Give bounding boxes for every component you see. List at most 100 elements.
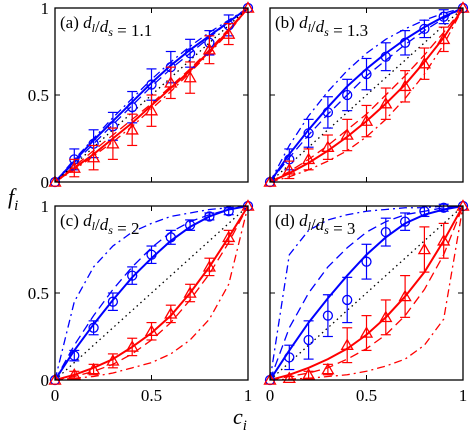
data-point-triangle bbox=[48, 175, 62, 187]
data-point-triangle bbox=[301, 152, 316, 165]
data-point-triangle bbox=[106, 136, 120, 149]
data-point-circle bbox=[165, 232, 176, 243]
panel-label: (c) dl/ds = 2 bbox=[60, 211, 139, 238]
data-point-triangle bbox=[437, 233, 451, 246]
data-point-circle bbox=[399, 37, 411, 48]
x-tick-label: 0 bbox=[266, 386, 275, 405]
data-point-triangle bbox=[417, 56, 432, 69]
panel-label: (a) dl/ds = 1.1 bbox=[60, 13, 152, 40]
series-line-blue-dashdot bbox=[55, 206, 248, 380]
data-point-triangle bbox=[437, 32, 451, 45]
data-point-circle bbox=[380, 226, 391, 238]
series-line-diagonal-dot bbox=[270, 206, 463, 380]
x-tick-label: 1 bbox=[459, 386, 468, 405]
data-point-triangle bbox=[222, 230, 236, 243]
y-tick-label: 0.5 bbox=[28, 284, 49, 303]
data-point-triangle bbox=[144, 103, 159, 116]
panel-b: (b) dl/ds = 1.3 bbox=[263, 1, 470, 188]
plot-area bbox=[270, 206, 463, 380]
x-tick-label: 0.5 bbox=[356, 386, 377, 405]
data-point-triangle bbox=[86, 362, 101, 375]
data-point-circle bbox=[380, 51, 391, 62]
series-line-blue-dashdot bbox=[270, 206, 463, 380]
data-point-triangle bbox=[164, 76, 178, 88]
data-point-circle bbox=[127, 270, 138, 281]
data-point-triangle bbox=[183, 286, 197, 298]
data-point-circle bbox=[88, 322, 99, 333]
panel-label: (d) dl/ds = 3 bbox=[275, 211, 355, 238]
data-point-triangle bbox=[48, 373, 62, 385]
plot-area bbox=[55, 206, 248, 380]
data-point-triangle bbox=[125, 122, 139, 135]
y-axis-label: fi bbox=[8, 184, 18, 214]
data-point-triangle bbox=[340, 128, 354, 140]
data-point-triangle bbox=[263, 373, 277, 385]
data-point-circle bbox=[419, 23, 430, 35]
data-point-circle bbox=[438, 11, 449, 22]
data-point-triangle bbox=[86, 150, 101, 163]
data-point-triangle bbox=[321, 362, 335, 375]
data-point-circle bbox=[303, 128, 314, 139]
data-point-circle bbox=[284, 352, 295, 363]
y-tick-label: 0 bbox=[41, 173, 50, 192]
data-point-circle bbox=[223, 206, 234, 217]
data-point-circle bbox=[146, 79, 157, 90]
data-point-triangle bbox=[67, 367, 81, 380]
data-point-triangle bbox=[282, 371, 296, 384]
data-point-triangle bbox=[321, 140, 335, 152]
data-point-circle bbox=[184, 48, 196, 59]
series-line-red-dash bbox=[55, 8, 248, 182]
series-line-blue-dash bbox=[55, 8, 248, 182]
series-line-diagonal-dot bbox=[55, 206, 248, 380]
data-point-triangle bbox=[379, 310, 393, 323]
data-point-triangle bbox=[164, 307, 178, 319]
y-tick-label: 0.5 bbox=[28, 86, 49, 105]
series-line-red-dashdot bbox=[270, 206, 463, 380]
y-tick-label: 1 bbox=[41, 0, 50, 18]
panel-d: 0 0.5 1 (d) dl/ds = 3 bbox=[263, 199, 470, 405]
data-point-circle bbox=[322, 310, 334, 321]
series-line-red-dashdot bbox=[270, 8, 463, 182]
data-point-triangle bbox=[379, 96, 393, 109]
data-point-triangle bbox=[359, 114, 374, 126]
data-point-circle bbox=[361, 256, 372, 267]
data-point-triangle bbox=[282, 163, 296, 175]
x-tick-label: 1 bbox=[244, 386, 253, 405]
data-point-triangle bbox=[202, 42, 217, 55]
data-point-circle bbox=[342, 89, 353, 101]
panel-a: 0 0.5 1 (a) dl/ds = 1.1 bbox=[28, 0, 255, 192]
data-point-triangle bbox=[398, 289, 412, 302]
data-point-circle bbox=[438, 202, 449, 213]
data-point-circle bbox=[342, 294, 353, 306]
panel-c: 0 0.5 1 0 0.5 1 (c) dl/ds = 2 bbox=[28, 197, 255, 405]
series-line-blue-dash bbox=[55, 206, 248, 380]
data-point-circle bbox=[204, 211, 215, 222]
x-tick-label: 0 bbox=[51, 386, 60, 405]
data-point-triangle bbox=[222, 27, 236, 39]
data-point-circle bbox=[69, 350, 80, 361]
panel-label: (b) dl/ds = 1.3 bbox=[275, 13, 368, 40]
data-point-triangle bbox=[106, 354, 120, 366]
data-point-circle bbox=[127, 102, 138, 113]
y-tick-label: 1 bbox=[41, 197, 50, 216]
data-point-circle bbox=[322, 107, 334, 118]
data-point-triangle bbox=[263, 175, 277, 187]
panels-group: 0 0.5 1 (a) dl/ds = 1.1 (b) dl/ds = 1.3 0 0.5 1… bbox=[28, 0, 470, 405]
data-point-triangle bbox=[417, 242, 432, 255]
series-line-blue-dashdot bbox=[55, 8, 248, 182]
data-point-triangle bbox=[301, 367, 316, 380]
data-point-triangle bbox=[340, 338, 354, 350]
data-point-circle bbox=[184, 219, 196, 231]
data-point-triangle bbox=[359, 326, 374, 338]
data-point-circle bbox=[419, 206, 430, 217]
data-point-circle bbox=[303, 334, 314, 346]
data-point-circle bbox=[361, 68, 372, 80]
data-point-triangle bbox=[144, 324, 159, 337]
data-point-circle bbox=[107, 296, 119, 307]
data-point-triangle bbox=[183, 70, 197, 83]
x-axis-label: ci bbox=[233, 404, 247, 430]
data-point-triangle bbox=[202, 260, 217, 272]
data-point-circle bbox=[146, 249, 157, 260]
y-tick-label: 0 bbox=[41, 371, 50, 390]
